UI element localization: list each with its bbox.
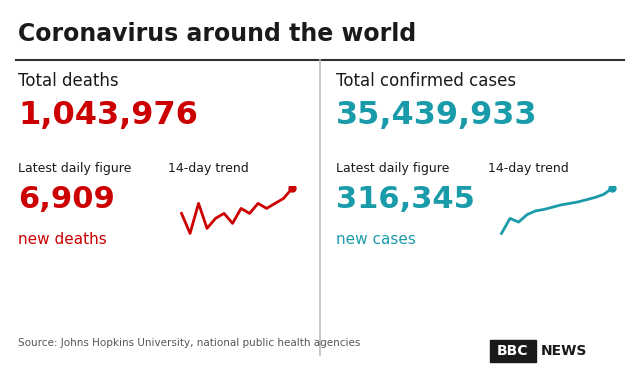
Text: 14-day trend: 14-day trend [168,162,249,175]
Text: 1,043,976: 1,043,976 [18,100,198,131]
Text: 35,439,933: 35,439,933 [336,100,538,131]
Text: new cases: new cases [336,232,416,247]
Text: BBC: BBC [497,344,529,358]
Text: 6,909: 6,909 [18,185,115,214]
Text: 14-day trend: 14-day trend [488,162,569,175]
FancyBboxPatch shape [490,340,536,362]
Text: Total deaths: Total deaths [18,72,118,90]
Text: Source: Johns Hopkins University, national public health agencies: Source: Johns Hopkins University, nation… [18,338,360,348]
Text: Total confirmed cases: Total confirmed cases [336,72,516,90]
Text: 316,345: 316,345 [336,185,475,214]
Text: NEWS: NEWS [541,344,588,358]
Text: Latest daily figure: Latest daily figure [336,162,449,175]
Text: new deaths: new deaths [18,232,107,247]
Text: Latest daily figure: Latest daily figure [18,162,131,175]
Text: Coronavirus around the world: Coronavirus around the world [18,22,416,46]
